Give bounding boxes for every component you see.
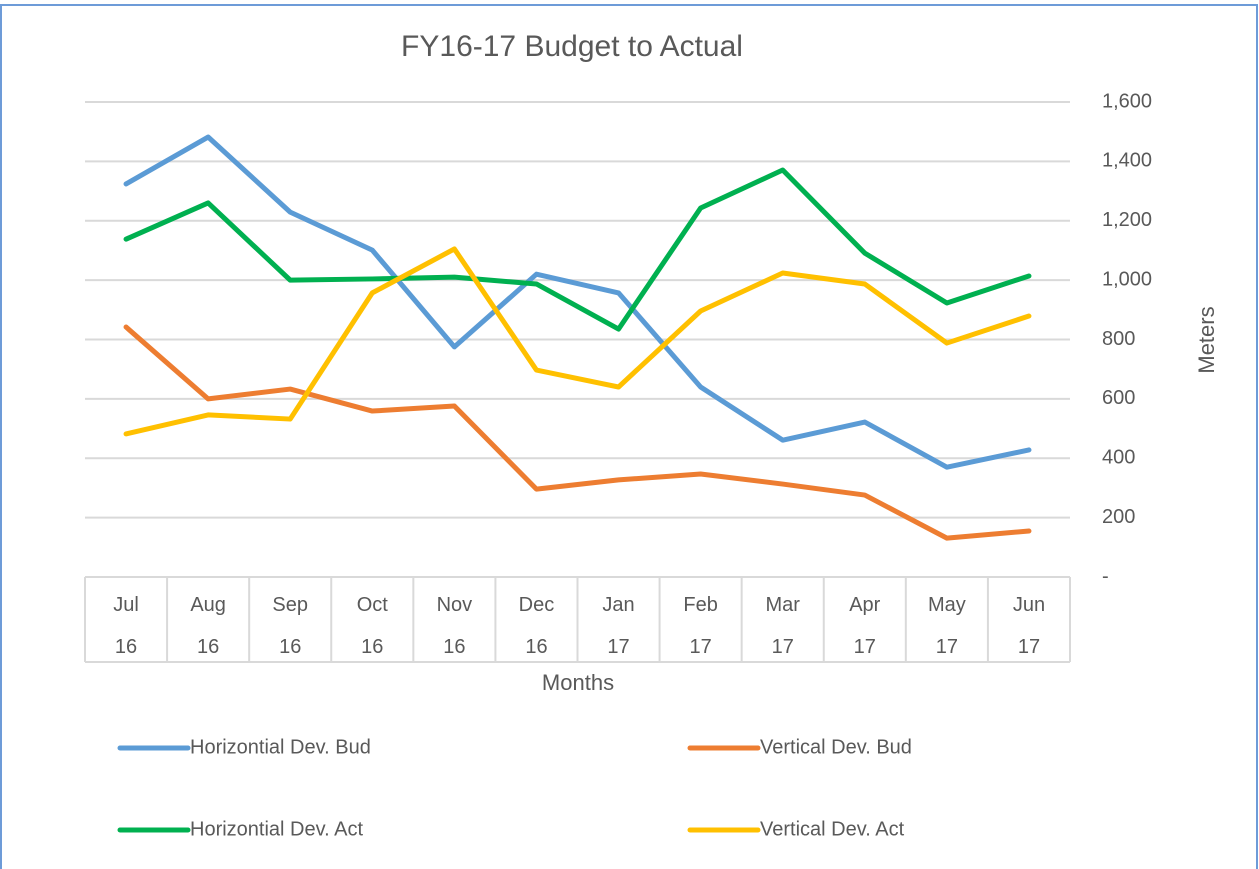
x-tick-label: Dec 16 [518,594,555,658]
y-tick-label: 600 [1102,387,1135,409]
legend-label: Horizontial Dev. Bud [190,736,371,758]
x-axis-title: Months [542,670,614,695]
legend-label: Vertical Dev. Bud [760,736,912,758]
x-tick-label: Sep 16 [272,594,308,658]
y-tick-label: 200 [1102,506,1135,528]
series-line [123,134,1032,470]
y-tick-label: 400 [1102,447,1135,469]
series-line [123,324,1032,541]
y-tick-label: 800 [1102,328,1135,350]
x-tick-label: Jan 17 [602,594,635,658]
x-tick-label: May 17 [927,594,966,658]
x-tick-label: Nov 16 [436,594,473,658]
y-tick-label: - [1102,565,1109,587]
x-tick-label: Jun 17 [1012,594,1046,658]
y-tick-label: 1,200 [1102,209,1152,231]
y-tick-label: 1,400 [1102,150,1152,172]
x-tick-label: Aug 16 [190,594,226,658]
legend-label: Horizontial Dev. Act [190,818,363,840]
x-tick-label: Oct 16 [356,594,388,658]
y-axis-title: Meters [1194,306,1219,373]
x-tick-label: Apr 17 [849,594,881,658]
frame [0,4,1258,869]
y-tick-label: 1,600 [1102,90,1152,112]
chart-title: FY16-17 Budget to Actual [401,30,743,63]
y-tick-label: 1,000 [1102,268,1152,290]
x-tick-label: Jul 16 [113,594,139,658]
x-tick-label: Feb 17 [683,594,718,658]
series-line [123,167,1032,332]
series-line [123,246,1032,437]
x-tick-label: Mar 17 [765,594,800,658]
legend-label: Vertical Dev. Act [760,818,905,840]
